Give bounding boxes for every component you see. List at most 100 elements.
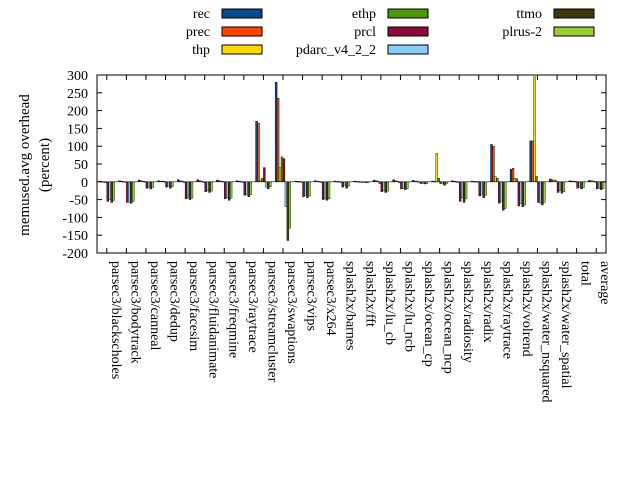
bar-plrus-2-parsec3-freqmine: [229, 181, 233, 199]
bar-plrus-2-parsec3-x264: [327, 181, 331, 200]
y-tick-label: -200: [62, 247, 88, 262]
legend-swatch: [387, 44, 429, 55]
bar-pdarc_v4_2_2-splash2x-radiosity: [460, 181, 464, 199]
bar-thp-splash2x-ocean-ncp: [435, 153, 438, 183]
legend-label: thp: [192, 43, 210, 58]
bar-ttmo-total: [580, 181, 583, 190]
bar-ttmo-parsec3-vips: [306, 181, 309, 199]
x-tick-label: splash2x/water_spatial: [558, 261, 573, 389]
x-tick-label: splash2x/lu_cb: [382, 261, 397, 345]
bar-rec-parsec3-streamcluster: [255, 121, 258, 182]
bar-plrus-2-splash2x-radix: [484, 181, 487, 196]
legend-label: ethp: [352, 7, 376, 22]
y-axis-label-line2: (percent): [37, 138, 53, 192]
x-tick-label: parsec3/dedup: [167, 261, 182, 342]
x-tick-label: splash2x/radiosity: [460, 261, 475, 363]
bar-pdarc_v4_2_2-parsec3-fluidanimate: [206, 181, 209, 191]
bar-prec-splash2x-volrend: [511, 168, 515, 183]
bar-plrus-2-splash2x-barnes: [347, 181, 350, 187]
bar-plrus-2-splash2x-lu-cb: [386, 181, 389, 192]
bar-pdarc_v4_2_2-total: [578, 181, 581, 188]
x-tick-label: splash2x/radix: [480, 261, 495, 343]
x-tick-label: average: [597, 261, 612, 305]
bar-prcl-parsec3-canneal: [145, 181, 149, 189]
y-tick-label: 200: [67, 105, 88, 120]
x-tick-label: parsec3/fluidanimate: [206, 261, 221, 378]
bar-ethp-splash2x-volrend: [515, 178, 519, 182]
bar-plrus-2-parsec3-blackscholes: [112, 181, 115, 201]
bar-prcl-splash2x-radiosity: [458, 181, 462, 202]
bar-ttmo-splash2x-ocean-cp: [423, 181, 427, 185]
bar-rec-splash2x-water-spatial: [549, 178, 552, 182]
x-tick-label: parsec3/x264: [323, 261, 338, 336]
bar-ttmo-parsec3-fluidanimate: [208, 181, 211, 193]
x-tick-label: parsec3/bodytrack: [127, 261, 142, 364]
bar-ttmo-parsec3-streamcluster: [267, 181, 270, 190]
x-tick-label: splash2x/raytrace: [499, 261, 514, 359]
bar-ethp-splash2x-raytrace: [496, 178, 499, 183]
bar-ttmo-splash2x-ocean-ncp: [443, 181, 446, 186]
bar-thp-splash2x-water-nsquared: [533, 76, 536, 182]
bar-ethp-parsec3-swaptions: [280, 156, 284, 183]
bar-thp-parsec3-swaptions: [278, 167, 282, 182]
legend-label: pdarc_v4_2_2: [296, 43, 376, 58]
bar-ttmo-parsec3-facesim: [188, 181, 192, 200]
bar-rec-splash2x-raytrace: [490, 144, 493, 182]
bar-prec-parsec3-streamcluster: [257, 122, 260, 182]
bar-pdarc_v4_2_2-parsec3-canneal: [147, 181, 151, 188]
bar-rec-parsec3-swaptions: [274, 81, 278, 183]
y-tick-label: -50: [69, 194, 88, 209]
bar-prec-parsec3-swaptions: [276, 97, 280, 183]
bar-prcl-average: [596, 181, 599, 190]
bar-prcl-splash2x-raytrace: [498, 181, 501, 204]
bar-thp-splash2x-raytrace: [494, 176, 497, 183]
y-tick-label: -100: [62, 211, 88, 226]
bar-plrus-2-parsec3-dedup: [171, 181, 174, 187]
legend-label: plrus-2: [502, 25, 542, 40]
y-tick-label: 100: [67, 140, 88, 155]
bar-prec-splash2x-raytrace: [492, 145, 495, 182]
bar-prcl-parsec3-dedup: [165, 181, 168, 188]
bar-pdarc_v4_2_2-parsec3-vips: [304, 181, 307, 196]
bar-prcl-parsec3-raytrace: [243, 181, 246, 196]
bar-prcl-splash2x-volrend: [517, 181, 521, 207]
legend-swatch: [221, 8, 263, 19]
bar-rec-splash2x-volrend: [509, 169, 513, 182]
bar-prcl-splash2x-lu-ncb: [400, 181, 403, 190]
bar-prcl-parsec3-swaptions: [282, 158, 286, 183]
x-tick-label: parsec3/freqmine: [225, 261, 240, 358]
bar-plrus-2-total: [582, 181, 585, 188]
x-tick-label: splash2x/barnes: [343, 261, 358, 350]
bar-prcl-total: [576, 181, 579, 189]
bar-pdarc_v4_2_2-splash2x-water-spatial: [558, 181, 562, 191]
x-tick-label: splash2x/lu_ncb: [401, 261, 416, 352]
bar-ttmo-parsec3-bodytrack: [130, 181, 133, 204]
bar-prcl-splash2x-lu-cb: [380, 181, 384, 192]
bar-plrus-2-parsec3-raytrace: [249, 181, 252, 195]
legend-swatch: [221, 26, 263, 37]
bar-ttmo-splash2x-barnes: [345, 181, 348, 189]
bar-plrus-2-parsec3-fluidanimate: [210, 181, 213, 192]
bar-rec-parsec3-fluidanimate: [196, 179, 199, 183]
y-ticks: -200 -150 -100 -50 0 50 100 150 200 250 300: [62, 69, 606, 262]
legend-swatch: [387, 8, 429, 19]
bar-plrus-2-splash2x-water-spatial: [562, 181, 566, 192]
bar-pdarc_v4_2_2-splash2x-radix: [480, 181, 483, 195]
bar-plrus-2-splash2x-raytrace: [504, 181, 507, 209]
bar-ethp-splash2x-water-nsquared: [535, 176, 538, 183]
x-tick-label: splash2x/fft: [362, 261, 377, 327]
bar-prcl-splash2x-water-spatial: [556, 181, 560, 193]
bar-pdarc_v4_2_2-parsec3-swaptions: [284, 181, 288, 207]
bar-plrus-2-splash2x-volrend: [523, 181, 526, 206]
x-tick-label: parsec3/vips: [304, 261, 319, 331]
x-tick-label: parsec3/blackscholes: [108, 261, 123, 379]
bar-pdarc_v4_2_2-splash2x-raytrace: [500, 181, 503, 202]
bar-ethp-splash2x-ocean-ncp: [437, 178, 440, 183]
x-tick-label: parsec3/canneal: [147, 261, 162, 350]
bar-pdarc_v4_2_2-average: [597, 181, 601, 189]
bar-prcl-splash2x-barnes: [341, 181, 344, 188]
bar-plrus-2-splash2x-water-nsquared: [543, 181, 546, 203]
legend-label: rec: [193, 7, 210, 22]
bar-prcl-parsec3-fluidanimate: [204, 181, 207, 192]
